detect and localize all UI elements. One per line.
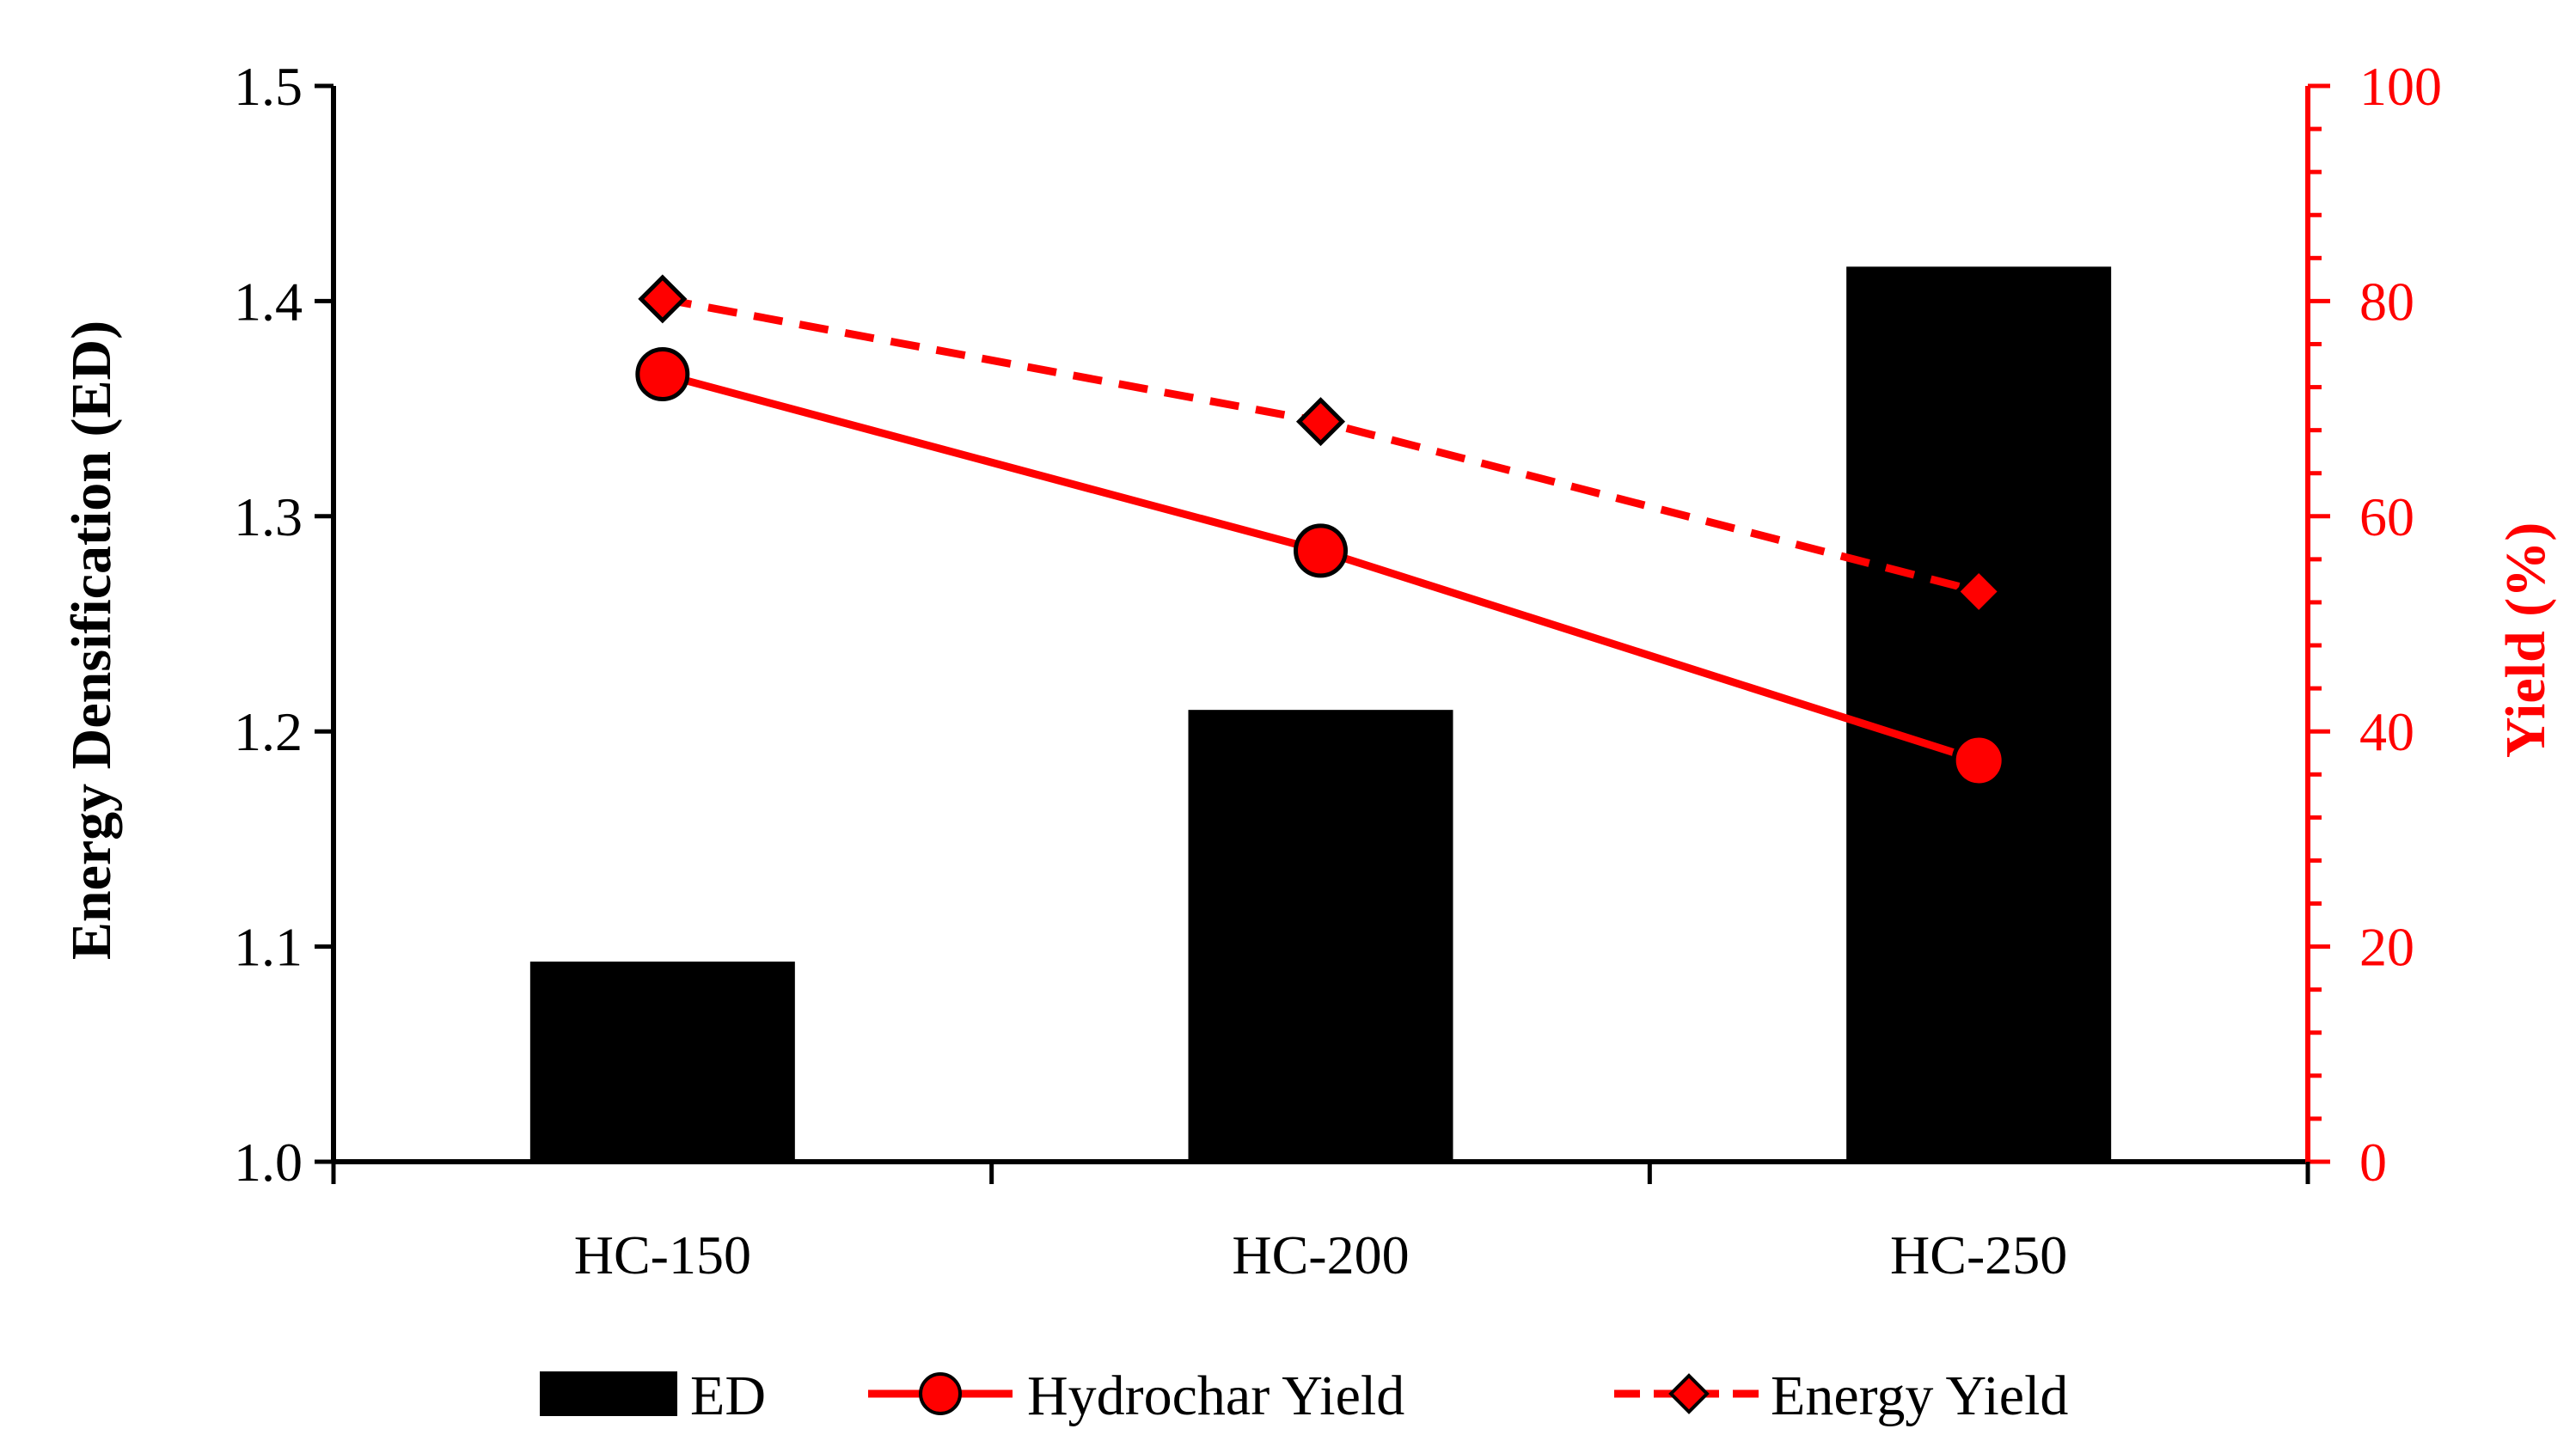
legend-label-hydrochar-yield: Hydrochar Yield — [1027, 1365, 1404, 1427]
legend-marker-circle — [919, 1372, 962, 1415]
y-left-tick-label: 1.3 — [234, 486, 303, 547]
point-hydrochar-yield-hc-200[interactable] — [1294, 523, 1348, 578]
bar-ed-hc-150[interactable] — [529, 962, 795, 1162]
y-left-tick-label: 1.1 — [234, 917, 303, 978]
bar-ed-hc-250[interactable] — [1846, 266, 2112, 1163]
legend-label-energy-yield: Energy Yield — [1771, 1365, 2068, 1427]
bar-series-ed — [529, 266, 2112, 1163]
y-left-tick-label: 1.2 — [234, 701, 303, 762]
y-right-axis-title: Yield (%) — [2494, 522, 2557, 758]
point-hydrochar-yield-hc-250[interactable] — [1951, 733, 2006, 788]
point-energy-yield-hc-150[interactable] — [638, 274, 688, 324]
y-right-tick-label: 40 — [2359, 701, 2414, 762]
x-tick-label-hc-150: HC-150 — [574, 1224, 751, 1285]
y-right-tick-label: 80 — [2359, 271, 2414, 332]
y-left-tick-label: 1.4 — [234, 271, 303, 332]
axes: 1.0 1.1 1.2 1.3 1.4 1.5 0 20 40 60 80 100 HC-150 HC-2… — [234, 56, 2442, 1285]
bar-ed-hc-200[interactable] — [1188, 710, 1453, 1162]
legend-item-energy-yield[interactable]: Energy Yield — [1614, 1365, 2068, 1427]
legend-marker-diamond — [1668, 1373, 1710, 1414]
point-hydrochar-yield-hc-150[interactable] — [635, 347, 690, 402]
x-tick-label-hc-200: HC-200 — [1232, 1224, 1409, 1285]
legend-label-ed: ED — [690, 1365, 766, 1427]
x-tick-label-hc-250: HC-250 — [1890, 1224, 2067, 1285]
line-series — [635, 274, 2006, 788]
y-left-tick-label: 1.0 — [234, 1132, 303, 1193]
legend-item-hydrochar-yield[interactable]: Hydrochar Yield — [868, 1365, 1404, 1427]
legend: ED Hydrochar Yield Energy Yield — [540, 1365, 2068, 1427]
y-right-tick-label: 0 — [2359, 1132, 2387, 1193]
y-right-tick-label: 20 — [2359, 917, 2414, 978]
legend-swatch-ed — [540, 1371, 677, 1416]
y-left-axis-title: Energy Densification (ED) — [60, 321, 123, 960]
y-left-tick-label: 1.5 — [234, 56, 303, 117]
point-energy-yield-hc-250[interactable] — [1954, 566, 2004, 616]
y-right-tick-label: 60 — [2359, 486, 2414, 547]
legend-item-ed[interactable]: ED — [540, 1365, 766, 1427]
y-right-tick-label: 100 — [2359, 56, 2442, 117]
point-energy-yield-hc-200[interactable] — [1295, 397, 1346, 447]
